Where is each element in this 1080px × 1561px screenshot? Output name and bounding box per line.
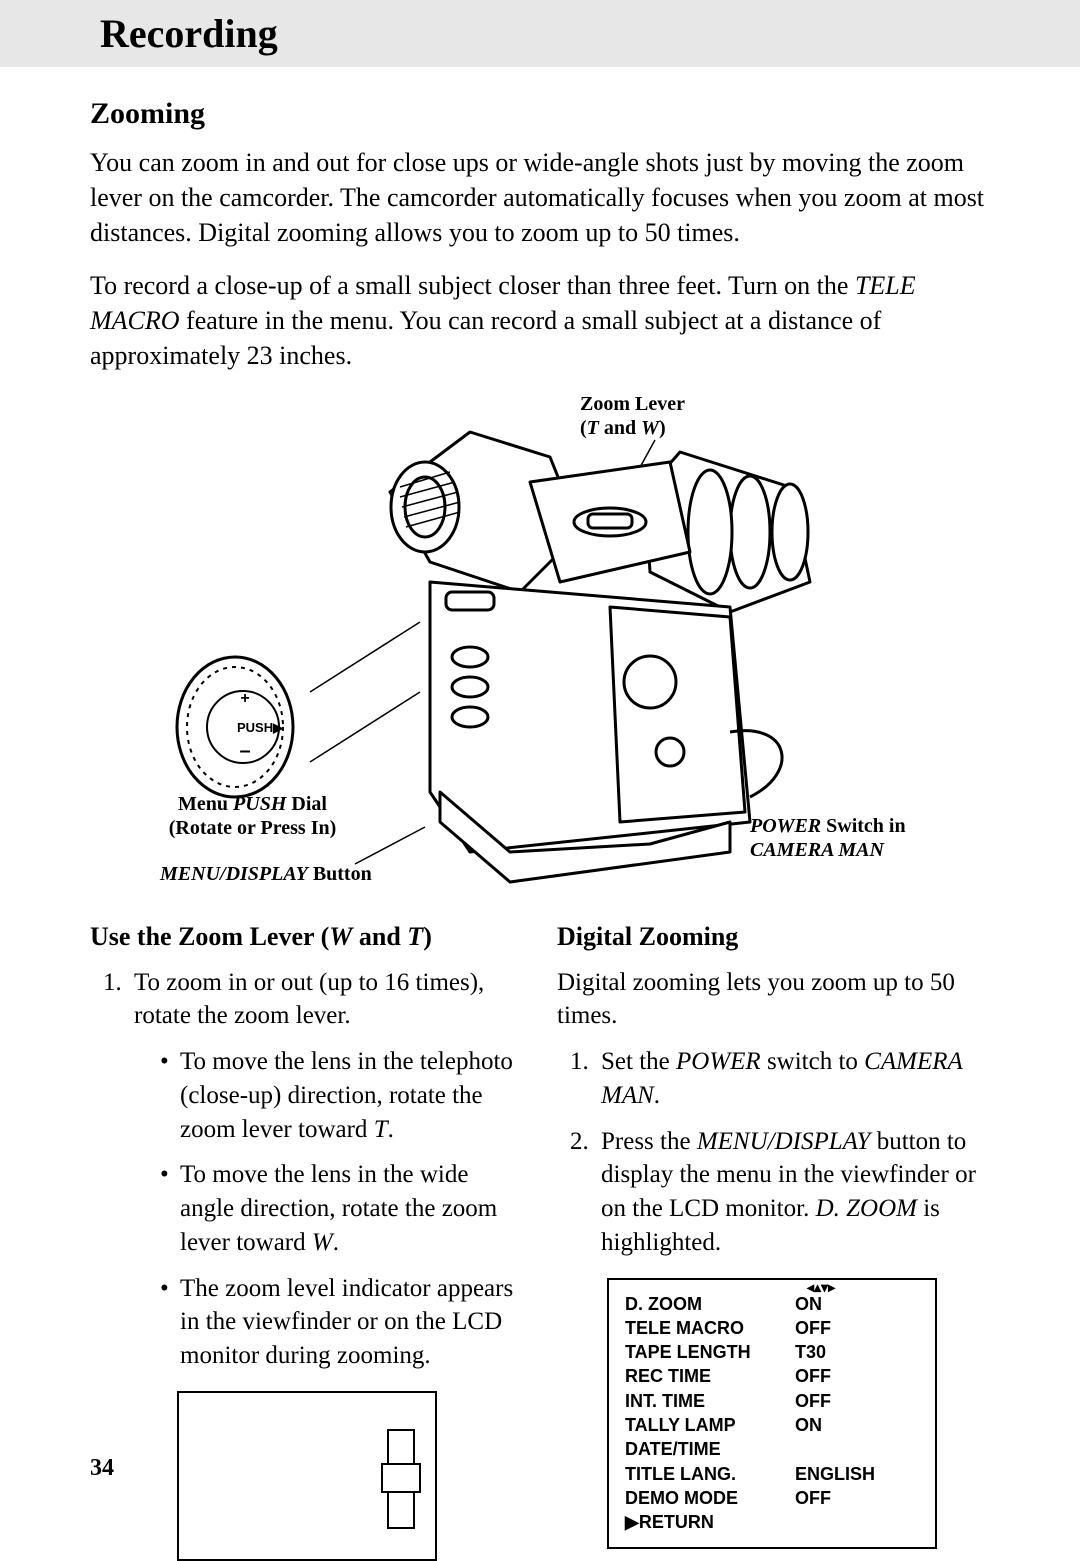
menu-row-label: TITLE LANG. [625,1462,795,1486]
para2-a: To record a close-up of a small subject … [90,271,855,300]
svg-text:+: + [240,690,249,707]
right-item-2: Press the MENU/DISPLAY button to display… [595,1125,990,1260]
subsection-heading: Zooming [90,97,990,131]
menu-row-value [795,1510,919,1534]
right-intro: Digital zooming lets you zoom up to 50 t… [557,966,990,1034]
right-item-1: Set the POWER switch to CAMERA MAN. [595,1045,990,1113]
menu-row: TELE MACROOFF [625,1316,919,1340]
zoom-slider [381,1463,421,1493]
left-bullet-2: To move the lens in the wide angle direc… [160,1158,523,1259]
menu-row: ▶RETURN [625,1510,919,1534]
menu-row-value [795,1437,919,1461]
zoom-indicator-illustration [177,1391,437,1561]
menu-row-value: ENGLISH [795,1462,919,1486]
menu-row-value: ON [795,1413,919,1437]
menu-row-value: OFF [795,1316,919,1340]
menu-row-label: DEMO MODE [625,1486,795,1510]
menu-row-label: REC TIME [625,1364,795,1388]
left-bullet-3: The zoom level indicator appears in the … [160,1272,523,1373]
menu-rows: D. ZOOMONTELE MACROOFFTAPE LENGTHT30REC … [625,1292,919,1535]
menu-row: INT. TIMEOFF [625,1389,919,1413]
menu-row: TALLY LAMPON [625,1413,919,1437]
two-column-section: Use the Zoom Lever (W and T) To zoom in … [90,922,990,1561]
menu-row-label: TAPE LENGTH [625,1340,795,1364]
intro-para-2: To record a close-up of a small subject … [90,268,990,373]
menu-row: DEMO MODEOFF [625,1486,919,1510]
page-number: 34 [90,1455,114,1482]
menu-row: DATE/TIME [625,1437,919,1461]
menu-row-label: TALLY LAMP [625,1413,795,1437]
menu-row-label: ▶RETURN [625,1510,795,1534]
menu-row: D. ZOOMON [625,1292,919,1316]
right-ordered-list: Set the POWER switch to CAMERA MAN. Pres… [557,1045,990,1260]
para2-b: feature in the menu. You can record a sm… [90,306,881,370]
svg-text:–: – [239,740,250,762]
menu-row-label: INT. TIME [625,1389,795,1413]
menu-screen: ◂▴▾▸ D. ZOOMONTELE MACROOFFTAPE LENGTHT3… [607,1278,937,1549]
menu-row-label: D. ZOOM [625,1292,795,1316]
push-text: PUSH▶ [237,720,284,735]
right-heading: Digital Zooming [557,922,990,952]
left-bullet-1: To move the lens in the telephoto (close… [160,1045,523,1146]
menu-row-value: OFF [795,1389,919,1413]
left-heading: Use the Zoom Lever (W and T) [90,922,523,952]
menu-cursor-arrows: ◂▴▾▸ [807,1278,835,1297]
menu-row: TAPE LENGTHT30 [625,1340,919,1364]
menu-row-value: OFF [795,1486,919,1510]
menu-row: REC TIMEOFF [625,1364,919,1388]
right-column: Digital Zooming Digital zooming lets you… [557,922,990,1561]
left-column: Use the Zoom Lever (W and T) To zoom in … [90,922,523,1561]
menu-row: TITLE LANG.ENGLISH [625,1462,919,1486]
menu-row-label: TELE MACRO [625,1316,795,1340]
menu-row-value: OFF [795,1364,919,1388]
camcorder-svg: + – PUSH▶ [90,392,990,912]
camcorder-diagram: Zoom Lever (T and W) POWER Switch in CAM… [90,392,990,912]
left-item-1: To zoom in or out (up to 16 times), rota… [128,966,523,1373]
section-header-bar: Recording [0,0,1080,67]
intro-para-1: You can zoom in and out for close ups or… [90,145,990,250]
section-title: Recording [100,10,1080,57]
menu-row-value: T30 [795,1340,919,1364]
menu-row-label: DATE/TIME [625,1437,795,1461]
left-ordered-list: To zoom in or out (up to 16 times), rota… [90,966,523,1373]
